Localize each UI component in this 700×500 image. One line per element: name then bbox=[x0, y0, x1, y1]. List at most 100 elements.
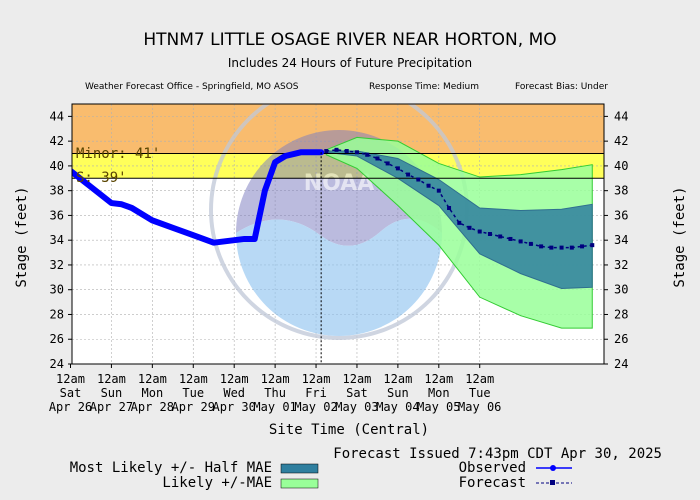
y-tick-label: 26 bbox=[50, 332, 64, 346]
y-tick-label: 32 bbox=[614, 258, 628, 272]
x-tick-date: Apr 30 bbox=[213, 400, 256, 414]
forecast-point bbox=[549, 245, 554, 250]
forecast-line bbox=[326, 149, 593, 249]
y-axis-label-right: Stage (feet) bbox=[672, 186, 688, 287]
forecast-point bbox=[518, 239, 523, 244]
svg-text:NOAA: NOAA bbox=[304, 171, 375, 196]
x-tick-date: Apr 28 bbox=[131, 400, 174, 414]
y-tick-label: 28 bbox=[50, 307, 64, 321]
x-tick-day: Sat bbox=[346, 386, 368, 400]
chart-subtitle: Includes 24 Hours of Future Precipitatio… bbox=[228, 56, 472, 70]
x-tick-date: Apr 29 bbox=[172, 400, 215, 414]
x-tick-day: Sun bbox=[101, 386, 123, 400]
forecast-point bbox=[344, 149, 349, 154]
y-tick-label: 44 bbox=[50, 109, 64, 123]
legend-observed-symbol bbox=[536, 465, 572, 471]
x-tick-day: Mon bbox=[142, 386, 164, 400]
x-tick-day: Sat bbox=[60, 386, 82, 400]
forecast-point bbox=[528, 241, 533, 246]
x-tick-time: 12am bbox=[56, 372, 85, 386]
y-axis-left: 24 26 28 30 32 34 36 38 40 42 44 bbox=[50, 109, 72, 371]
y-tick-label: 24 bbox=[614, 357, 628, 371]
y-tick-label: 38 bbox=[614, 184, 628, 198]
forecast-point bbox=[354, 150, 359, 155]
forecast-point bbox=[406, 172, 411, 177]
x-tick-day: Sun bbox=[387, 386, 409, 400]
forecast-issued-label: Forecast Issued 7:43pm CDT Apr 30, 2025 bbox=[333, 446, 662, 462]
forecast-point bbox=[559, 245, 564, 250]
forecast-point bbox=[385, 161, 390, 166]
forecast-point bbox=[334, 147, 339, 152]
y-axis-right: 24 26 28 30 32 34 36 38 40 42 44 bbox=[604, 109, 628, 371]
y-tick-label: 36 bbox=[614, 208, 628, 222]
x-tick-date: Apr 26 bbox=[49, 400, 92, 414]
x-tick-date: May 03 bbox=[335, 400, 378, 414]
x-tick-time: 12am bbox=[383, 372, 412, 386]
y-axis-label-left: Stage (feet) bbox=[14, 186, 30, 287]
y-tick-label: 44 bbox=[614, 109, 628, 123]
x-tick-time: 12am bbox=[138, 372, 167, 386]
forecast-point bbox=[498, 234, 503, 239]
x-tick-date: May 02 bbox=[294, 400, 337, 414]
x-tick-day: Thu bbox=[264, 386, 286, 400]
forecast-point bbox=[324, 149, 329, 154]
x-tick-day: Mon bbox=[428, 386, 450, 400]
forecast-point bbox=[467, 225, 472, 230]
y-tick-label: 26 bbox=[614, 332, 628, 346]
chart-title: HTNM7 LITTLE OSAGE RIVER NEAR HORTON, MO bbox=[143, 30, 556, 50]
y-tick-label: 28 bbox=[614, 307, 628, 321]
forecast-bias-label: Forecast Bias: Under bbox=[515, 82, 608, 92]
x-tick-time: 12am bbox=[97, 372, 126, 386]
forecast-point bbox=[580, 244, 585, 249]
y-tick-label: 36 bbox=[50, 208, 64, 222]
office-label: Weather Forecast Office - Springfield, M… bbox=[85, 82, 299, 92]
x-tick-date: May 04 bbox=[376, 400, 419, 414]
forecast-point bbox=[375, 156, 380, 161]
x-tick-time: 12am bbox=[302, 372, 331, 386]
y-tick-label: 40 bbox=[614, 159, 628, 173]
x-axis-label: Site Time (Central) bbox=[269, 422, 429, 438]
y-tick-label: 42 bbox=[614, 134, 628, 148]
plot-border bbox=[71, 103, 605, 365]
x-tick-day: Wed bbox=[223, 386, 245, 400]
y-tick-label: 30 bbox=[614, 283, 628, 297]
x-tick-time: 12am bbox=[343, 372, 372, 386]
y-tick-label: 38 bbox=[50, 184, 64, 198]
response-time-label: Response Time: Medium bbox=[369, 82, 479, 92]
legend-forecast-symbol bbox=[536, 480, 572, 485]
forecast-point bbox=[457, 220, 462, 225]
y-tick-label: 32 bbox=[50, 258, 64, 272]
y-tick-label: 24 bbox=[50, 357, 64, 371]
forecast-point bbox=[436, 188, 441, 193]
forecast-points bbox=[324, 147, 595, 250]
forecast-point bbox=[487, 232, 492, 236]
x-tick-day: Fri bbox=[305, 386, 327, 400]
legend-observed-label: Observed bbox=[459, 460, 526, 476]
y-tick-label: 30 bbox=[50, 283, 64, 297]
x-tick-date: May 05 bbox=[417, 400, 460, 414]
legend-mae-swatch bbox=[280, 478, 319, 489]
x-tick-day: Tue bbox=[182, 386, 204, 400]
mae-band bbox=[325, 136, 593, 329]
x-tick-time: 12am bbox=[179, 372, 208, 386]
x-tick-date: May 06 bbox=[458, 400, 501, 414]
forecast-point bbox=[395, 166, 400, 171]
forecast-point bbox=[569, 245, 574, 250]
minor-flood-label: Minor: 41' bbox=[76, 146, 160, 162]
x-tick-time: 12am bbox=[220, 372, 249, 386]
x-tick-day: Tue bbox=[469, 386, 491, 400]
y-tick-label: 40 bbox=[50, 159, 64, 173]
forecast-point bbox=[539, 244, 544, 249]
legend-forecast-label: Forecast bbox=[459, 475, 526, 491]
forecast-point bbox=[590, 243, 595, 248]
x-tick-time: 12am bbox=[261, 372, 290, 386]
forecast-point bbox=[447, 206, 452, 210]
action-flood-label: S: 39' bbox=[76, 170, 127, 186]
forecast-point bbox=[426, 183, 431, 188]
observed-line bbox=[72, 149, 325, 246]
x-tick-time: 12am bbox=[465, 372, 494, 386]
y-tick-label: 42 bbox=[50, 134, 64, 148]
x-tick-time: 12am bbox=[424, 372, 453, 386]
legend-mae-label: Likely +/-MAE bbox=[162, 475, 272, 491]
